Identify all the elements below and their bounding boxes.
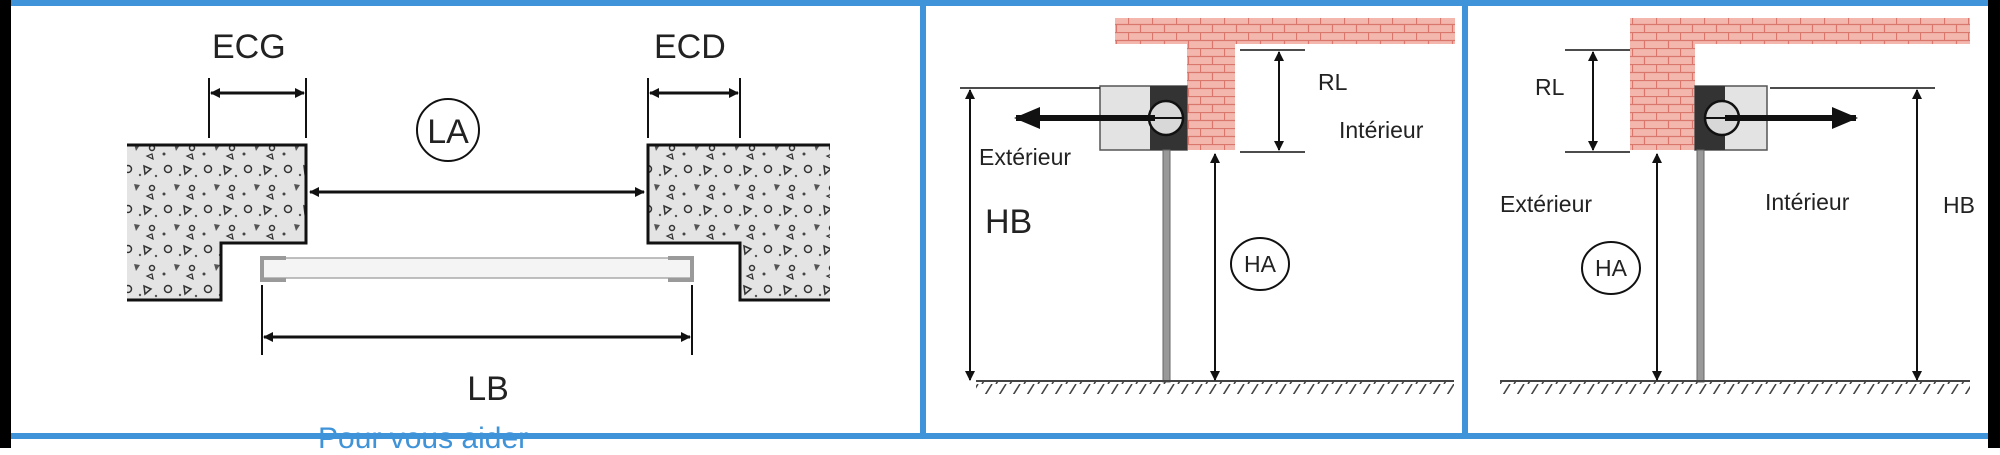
ecd-label: ECD	[654, 28, 726, 66]
hb-label: HB	[985, 203, 1032, 241]
interieur-label: Intérieur	[1339, 117, 1424, 143]
lb-label: LB	[467, 370, 509, 408]
rl-label: RL	[1535, 74, 1565, 100]
help-link[interactable]: Pour vous aider	[318, 422, 529, 455]
ecg-label: ECG	[212, 28, 286, 66]
lintel-brick	[1187, 44, 1235, 150]
rl-label: RL	[1318, 69, 1348, 95]
plan-view-panel: ECG ECD LA LB	[115, 28, 842, 408]
floor	[1500, 382, 1970, 394]
ha-circle	[1581, 241, 1641, 295]
rail	[260, 256, 694, 282]
exterieur-label: Extérieur	[1500, 191, 1592, 217]
guide-rail	[1162, 149, 1171, 383]
ceiling-brick	[1630, 18, 1970, 44]
ha-circle	[1230, 237, 1290, 291]
lintel-brick	[1630, 44, 1695, 150]
floor	[976, 382, 1454, 394]
interieur-label: Intérieur	[1765, 189, 1850, 215]
ha-label: HA	[1244, 251, 1277, 277]
exterieur-label: Extérieur	[979, 144, 1071, 170]
section-right-panel: RL Extérieur Intérieur HA HB	[1500, 18, 1975, 394]
hb-label: HB	[1943, 192, 1975, 218]
section-left-panel: HB RL Intérieur Extérieur HA	[960, 18, 1455, 394]
ha-label: HA	[1595, 255, 1628, 281]
guide-rail	[1696, 149, 1705, 383]
la-circle	[416, 98, 480, 162]
ceiling-brick	[1115, 18, 1455, 44]
la-label: LA	[427, 113, 469, 151]
